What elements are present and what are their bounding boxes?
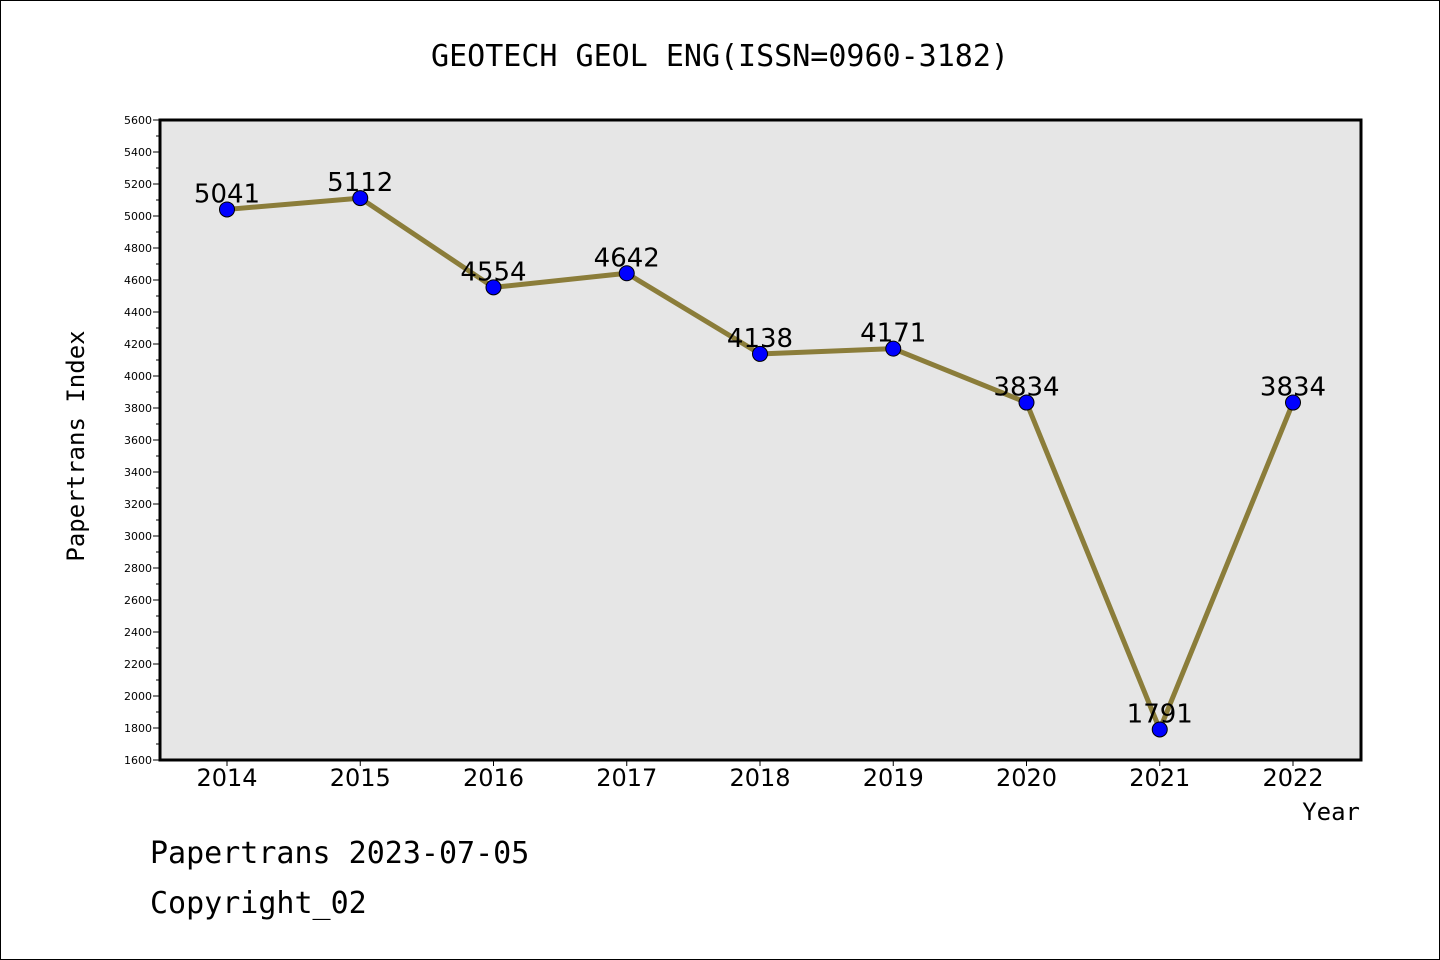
x-tick-label: 2016: [463, 764, 524, 792]
markers-group: [219, 190, 1301, 738]
y-tick-label: 4600: [124, 274, 152, 287]
y-axis: 1600 1800 2000 2200 2400 2600 2800 3000 3200 3400…: [124, 114, 160, 767]
y-tick-label: 5400: [124, 146, 152, 159]
data-point: [885, 340, 902, 357]
y-tick-label: 2200: [124, 658, 152, 671]
y-tick-label: 2600: [124, 594, 152, 607]
data-label: 4642: [594, 243, 660, 273]
data-label: 5112: [327, 168, 393, 198]
y-tick-label: 3800: [124, 402, 152, 415]
chart-title: GEOTECH GEOL ENG(ISSN=0960-3182): [431, 39, 1009, 74]
data-label: 1791: [1127, 699, 1193, 729]
x-axis: 2014 2015 2016 2017 2018 2019 2020 2021 2022: [196, 760, 1324, 792]
y-tick-label: 3000: [124, 530, 152, 543]
y-tick-label: 2400: [124, 626, 152, 639]
x-axis-title: Year: [1302, 798, 1360, 826]
y-tick-label: 2800: [124, 562, 152, 575]
y-tick-label: 5600: [124, 114, 152, 127]
data-labels-group: 5041 5112 4554 4642 4138 4171 3834 1791 3834: [194, 168, 1326, 729]
y-tick-label: 2000: [124, 690, 152, 703]
x-tick-label: 2015: [330, 764, 391, 792]
y-tick-label: 3200: [124, 498, 152, 511]
x-tick-label: 2018: [729, 764, 790, 792]
y-tick-label: 4800: [124, 242, 152, 255]
x-tick-label: 2020: [996, 764, 1057, 792]
y-tick-label: 1600: [124, 754, 152, 767]
data-label: 4554: [460, 257, 526, 287]
data-point: [219, 201, 235, 218]
data-point: [1285, 394, 1301, 411]
plot-area: [158, 118, 1363, 762]
data-point: [352, 190, 369, 207]
y-tick-label: 4000: [124, 370, 152, 383]
y-tick-label: 3600: [124, 434, 152, 447]
y-tick-label: 1800: [124, 722, 152, 735]
data-label: 4138: [727, 324, 793, 354]
data-point: [485, 279, 502, 296]
data-label: 4171: [860, 319, 926, 349]
data-point: [618, 265, 635, 282]
x-tick-label: 2022: [1262, 764, 1323, 792]
data-label: 3834: [993, 373, 1059, 403]
x-tick-label: 2014: [196, 764, 257, 792]
data-label: 3834: [1260, 373, 1326, 403]
x-tick-label: 2019: [863, 764, 924, 792]
footer-copyright: Copyright_02: [150, 886, 367, 921]
data-point: [1151, 721, 1168, 738]
y-axis-title: Papertrans Index: [62, 330, 90, 561]
y-tick-label: 5000: [124, 210, 152, 223]
y-tick-label: 4400: [124, 306, 152, 319]
data-point: [752, 345, 768, 362]
y-tick-label: 5200: [124, 178, 152, 191]
x-tick-label: 2017: [596, 764, 657, 792]
y-tick-label: 4200: [124, 338, 152, 351]
x-tick-label: 2021: [1129, 764, 1190, 792]
data-point: [1018, 394, 1035, 411]
y-tick-label: 3400: [124, 466, 152, 479]
footer-date-line: Papertrans 2023-07-05: [150, 836, 530, 871]
data-label: 5041: [194, 179, 260, 209]
